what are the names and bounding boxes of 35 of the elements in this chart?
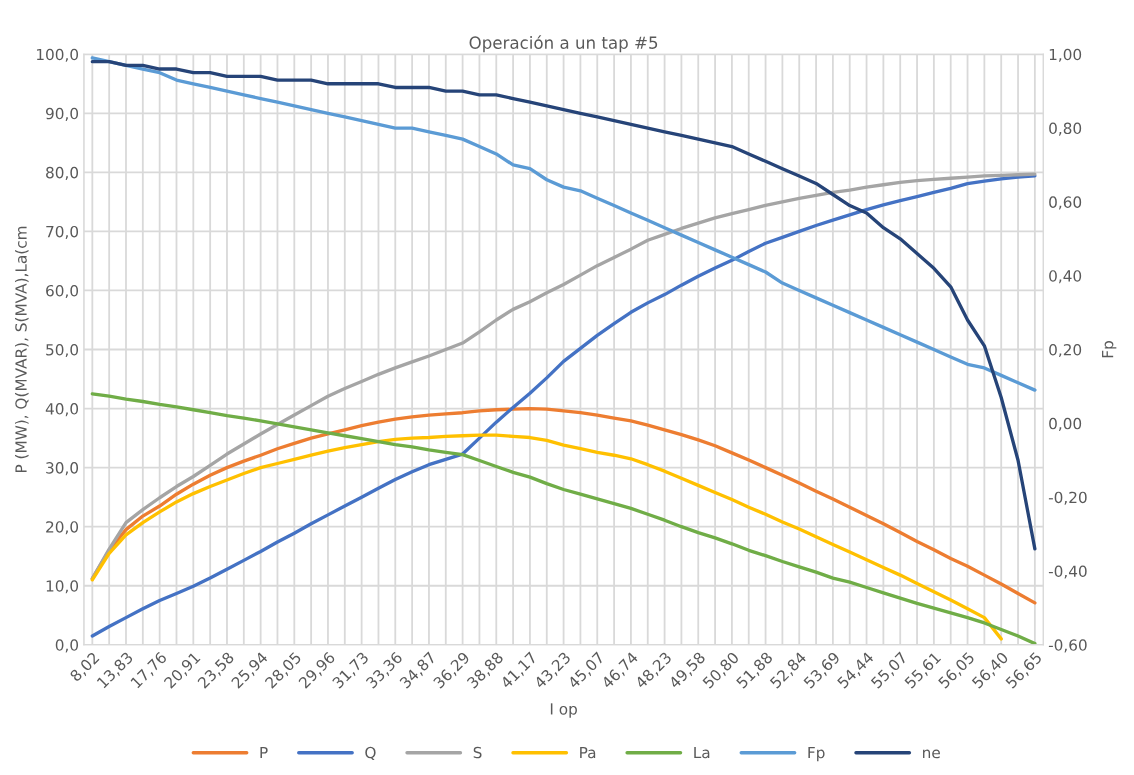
y2-tick-label: -0,60	[1048, 639, 1087, 653]
y2-tick-label: 0,40	[1049, 270, 1082, 284]
legend-label: Fp	[808, 746, 825, 762]
y2-tick-label: -0,40	[1048, 565, 1087, 579]
y-axis-title: P (MW), Q(MVAR), S(MVA),La(cm	[14, 226, 29, 473]
y-tick-label: 40,0	[45, 403, 79, 417]
legend-label: S	[473, 746, 482, 759]
y-tick-label: 90,0	[46, 107, 79, 121]
y2-tick-label: 0,80	[1049, 122, 1082, 136]
legend-label: La	[694, 746, 710, 759]
y2-tick-label: -0,20	[1048, 491, 1087, 505]
y-tick-label: 80,0	[46, 166, 79, 180]
legend-label: P	[260, 746, 268, 759]
y-tick-label: 0,0	[55, 639, 79, 653]
legend-label: ne	[923, 749, 940, 759]
y-tick-label: 60,0	[46, 284, 79, 299]
chart-title: Operación a un tap #5	[469, 35, 658, 53]
y2-tick-label: 0,60	[1049, 196, 1082, 210]
y-tick-label: 10,0	[46, 580, 79, 594]
line-series	[90, 433, 1003, 641]
y-tick-label: 30,0	[46, 462, 79, 476]
y-tick-label: 70,0	[46, 225, 79, 239]
legend-label: Q	[365, 746, 376, 761]
line-series	[90, 59, 1037, 551]
line-series	[90, 56, 1037, 392]
y2-tick-label: 0,00	[1049, 417, 1082, 431]
y2-axis-title: Fp	[1102, 341, 1117, 358]
y2-tick-label: 1,00	[1049, 48, 1082, 62]
x-axis-title: I op	[550, 703, 577, 718]
line-series	[90, 392, 1037, 645]
y2-tick-label: 0,20	[1049, 343, 1082, 358]
legend-label: Pa	[580, 746, 596, 759]
y-tick-label: 100,0	[37, 48, 79, 62]
y-tick-label: 20,0	[46, 521, 79, 535]
y-tick-label: 50,0	[46, 343, 79, 358]
